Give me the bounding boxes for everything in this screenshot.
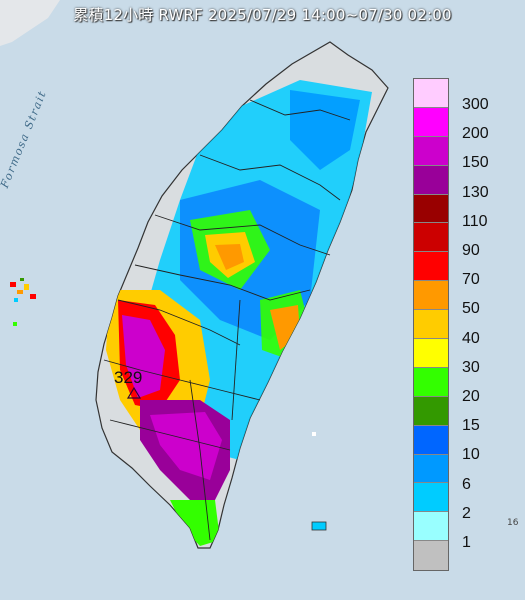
legend-label: 130 bbox=[462, 183, 489, 201]
legend-label: 50 bbox=[462, 300, 480, 318]
county-borders bbox=[103, 99, 351, 541]
legend-label: 10 bbox=[462, 446, 480, 464]
legend-swatch bbox=[414, 425, 448, 455]
legend-swatch bbox=[414, 223, 448, 253]
legend-label: 30 bbox=[462, 358, 480, 376]
legend-swatch bbox=[414, 281, 448, 311]
legend-swatch bbox=[414, 136, 448, 166]
legend-swatch bbox=[414, 107, 448, 137]
legend-label: 40 bbox=[462, 329, 480, 347]
max-marker-icon bbox=[126, 386, 142, 399]
legend-label: 200 bbox=[462, 125, 489, 143]
legend-swatch bbox=[414, 194, 448, 224]
legend-swatch bbox=[414, 396, 448, 426]
legend-label: 1 bbox=[462, 534, 471, 551]
color-legend bbox=[413, 78, 449, 572]
legend-swatch bbox=[414, 512, 448, 542]
legend-swatch bbox=[414, 252, 448, 282]
legend-label: 70 bbox=[462, 271, 480, 289]
legend-swatch bbox=[414, 483, 448, 513]
map-title: 累積12小時 RWRF 2025/07/29 14:00~07/30 02:00 bbox=[73, 6, 452, 24]
legend-swatch bbox=[414, 339, 448, 368]
legend-swatch bbox=[414, 165, 448, 195]
legend-swatch bbox=[414, 310, 448, 340]
corner-mark: 16 bbox=[507, 518, 519, 528]
legend-label: 15 bbox=[462, 417, 480, 435]
max-value-label: 329 bbox=[114, 368, 143, 387]
legend-label: 2 bbox=[462, 504, 471, 522]
orchid-island bbox=[311, 521, 327, 531]
mainland-coast bbox=[0, 0, 60, 46]
legend-label: 300 bbox=[462, 96, 489, 113]
legend-swatch bbox=[414, 79, 448, 108]
green-island bbox=[312, 432, 316, 436]
legend-label: 20 bbox=[462, 388, 480, 405]
legend-swatch bbox=[414, 367, 448, 397]
legend-swatch bbox=[414, 454, 448, 484]
legend-label: 90 bbox=[462, 242, 480, 259]
legend-swatch bbox=[414, 541, 448, 571]
legend-label: 150 bbox=[462, 154, 489, 172]
rainfall-overlay bbox=[106, 80, 372, 546]
legend-label: 110 bbox=[462, 212, 488, 230]
legend-label: 6 bbox=[462, 475, 471, 493]
penghu-islands bbox=[10, 278, 36, 326]
